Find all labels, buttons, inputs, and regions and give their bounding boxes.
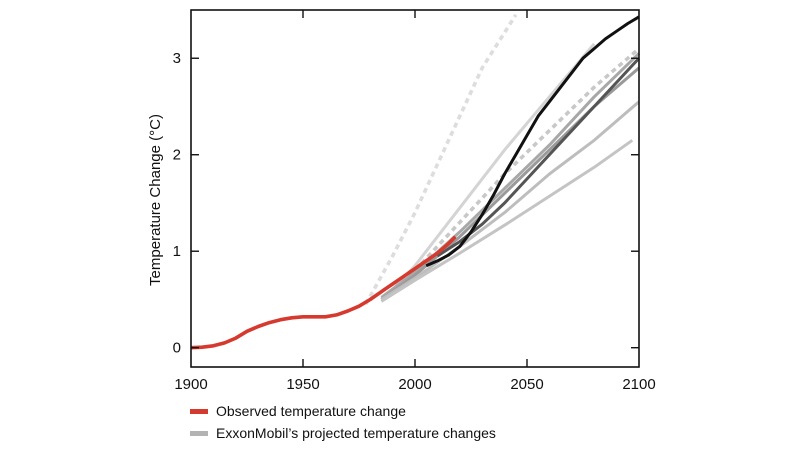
- legend-label-observed: Observed temperature change: [216, 403, 406, 419]
- legend-item-observed: Observed temperature change: [190, 400, 496, 422]
- x-axis: 1900 1950 2000 2050 2100: [174, 10, 656, 393]
- x-tick-label: 2100: [622, 376, 655, 393]
- x-tick-label: 2050: [510, 376, 543, 393]
- projection-series-line-0: [364, 13, 518, 306]
- y-axis: 0 1 2 3: [173, 50, 639, 357]
- legend-label-projected: ExxonMobil’s projected temperature chang…: [216, 425, 496, 441]
- series-layer: [190, 13, 641, 350]
- plot-frame: [190, 9, 640, 368]
- x-tick-label: 2000: [398, 376, 431, 393]
- projection-series-line-2: [380, 47, 641, 301]
- y-axis-title: Temperature Change (°C): [147, 114, 164, 286]
- y-tick-label: 0: [173, 340, 181, 357]
- y-tick-label: 1: [173, 243, 181, 260]
- legend-item-projected: ExxonMobil’s projected temperature chang…: [190, 422, 496, 444]
- y-tick-label: 2: [173, 147, 181, 164]
- x-tick-label: 1950: [286, 376, 319, 393]
- projection-series-line-6: [380, 139, 634, 303]
- legend: Observed temperature change ExxonMobil’s…: [190, 400, 496, 444]
- projection-series-line-3: [380, 52, 641, 299]
- x-tick-label: 1900: [174, 376, 207, 393]
- legend-swatch-projected: [190, 430, 208, 436]
- legend-swatch-observed: [190, 408, 208, 414]
- projection-series-line-5: [380, 100, 640, 301]
- y-tick-label: 3: [173, 50, 181, 67]
- observed-series-line: [190, 235, 457, 350]
- projection-series-line-8: [425, 15, 640, 268]
